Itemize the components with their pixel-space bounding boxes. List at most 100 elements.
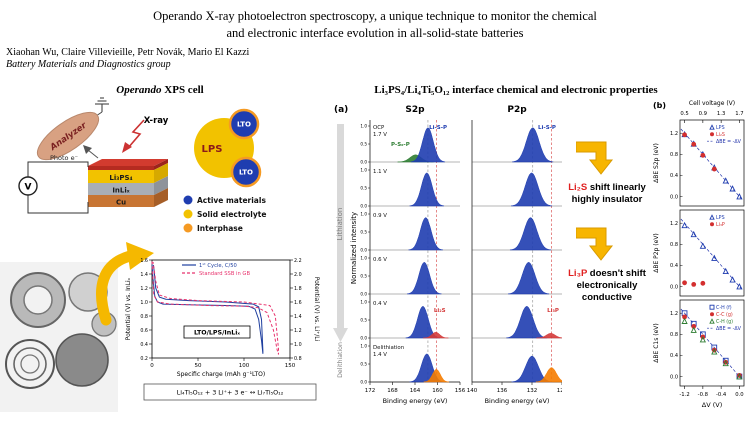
series-C-H (g) [681,317,743,380]
echem-ylabel-left: Potential (V) vs. InLiₓ [125,277,132,340]
peak [509,217,552,251]
intensity-tick: 1.0 [360,212,367,217]
cell-voltage-label: Cell voltage (V) [689,100,735,107]
echem-ytick-right: 1.6 [294,300,302,306]
dbe-ylabel-1: ΔBE P2p (eV) [653,233,660,273]
cell-voltage-tick: 1.7 [735,111,743,117]
annotation-li3p-rest: doesn't shift [587,268,646,279]
dv-tick: 0.0 [735,392,744,398]
echem-xtick: 0 [150,363,154,369]
marker [682,280,687,286]
voltage-label: 1.1 V [373,169,387,175]
peak [408,217,444,251]
peak-label: Li-S-P [538,125,556,131]
layer-label-inlix: InLiₓ [112,187,129,195]
marker [711,348,718,355]
dbe-frame-2 [679,299,745,387]
marker [700,280,706,286]
ref-line [680,218,744,291]
schematic-legend-label: Active materials [197,196,266,205]
annotation-column: Li₂S shift linearly highly insulator Li₃… [556,126,658,336]
lto-circle-bottom [230,156,262,188]
echem-ytick-right: 2.0 [294,272,302,278]
cell-voltage-tick: 0.5 [680,111,688,117]
spring [5,339,55,389]
peak-label: P-Sₓ-P [391,142,410,148]
echem-frame [151,259,291,359]
echem-ytick-left: 0.4 [140,342,148,348]
echem-ytick-left: 0.8 [140,314,148,320]
be-tick: 132 [527,388,538,394]
echem-ytick-right: 1.2 [294,328,302,334]
spectrum-S2p-row-1: 1.0 0.5 0.0 1.1 V [360,168,460,209]
lto-circle-top [228,108,260,140]
echem-ytick-right: 0.8 [294,356,302,362]
highlight-arrow-2 [576,227,614,261]
marker [691,281,697,287]
legend-LPS: LPS [716,125,725,131]
dbe-ytick: 0.4 [670,353,678,359]
schematic-legend-label: Interphase [197,224,243,233]
dbe-ytick: 0.0 [670,194,678,200]
echem-legend-0: 1ˢᵗ Cycle, C/50 [199,263,237,269]
voltage-label: OCP [373,125,385,131]
echem-ytick-right: 2.2 [294,258,302,264]
left-heading-italic: Operando [116,84,162,96]
be-tick: 136 [497,388,508,394]
lps-label: LPS [202,144,223,155]
peak-label: Li₃P [547,308,559,314]
legend-Li₂S: Li₂S [716,132,725,138]
dbe-ylabel-2: ΔBE C1s (eV) [653,323,660,362]
peak [510,172,553,207]
annotation-li3p-line2: electronically conductive [576,279,638,303]
layer-label-cu: Cu [116,199,126,207]
inlix-layer [88,183,154,195]
intensity-tick: 0.5 [360,142,367,147]
marker [691,323,697,329]
echem-ytick-right: 1.4 [294,314,302,320]
peak [406,262,442,295]
echem-ylabel-right: Potential (V) vs. Li⁺/Li [313,277,320,342]
lithiation-arrow [333,124,348,342]
marker [682,132,687,138]
intensity-tick: 0.5 [360,230,367,235]
title-line-2: and electronic interface evolution in al… [226,25,524,40]
echem-ytick-left: 0.6 [140,328,148,334]
echem-ytick-left: 1.4 [140,272,148,278]
column-title-P2p: P2p [507,105,527,115]
dbe-frame-0 [679,119,745,207]
xray-label: X-ray [144,116,169,126]
peak [536,333,562,339]
electrolyte-layer [88,170,154,183]
marker [709,304,715,310]
schematic-legend-label: Solid electrolyte [197,210,266,219]
spectrum-P2p-row-0: Li-S-P [472,125,562,163]
intensity-tick: 1.0 [360,300,367,305]
legend-ref: ΔBE = -ΔV [716,326,742,332]
peak [423,369,450,383]
marker [690,230,697,238]
xray-beam-icon: X-ray [122,116,169,153]
be-tick: 164 [410,388,421,394]
annotation-li2s-line2: highly insulator [571,193,643,205]
cell-stack-label: LTO/LPS/InLiₓ [194,330,240,337]
voltmeter: V [18,161,89,214]
marker [710,312,714,317]
echem-ytick-right: 1.8 [294,286,302,292]
voltage-label: Delithiation [373,345,404,351]
dv-axis-label: ΔV (V) [702,401,722,409]
dbe-ytick: 0.8 [670,332,678,338]
spectrum-S2p-row-2: 1.0 0.5 0.0 0.9 V [360,212,460,253]
dbe-frame-1 [679,209,745,297]
be-tick: 156 [455,388,466,394]
be-tick: 172 [365,388,376,394]
peak [506,306,548,339]
marker [722,177,729,184]
marker [729,276,736,283]
authors: Xiaohan Wu, Claire Villevieille, Petr No… [6,47,250,58]
bent-arrow-icon [576,141,614,175]
marker [700,152,706,158]
cell-case [55,333,109,387]
echem-series-0 [151,263,264,354]
